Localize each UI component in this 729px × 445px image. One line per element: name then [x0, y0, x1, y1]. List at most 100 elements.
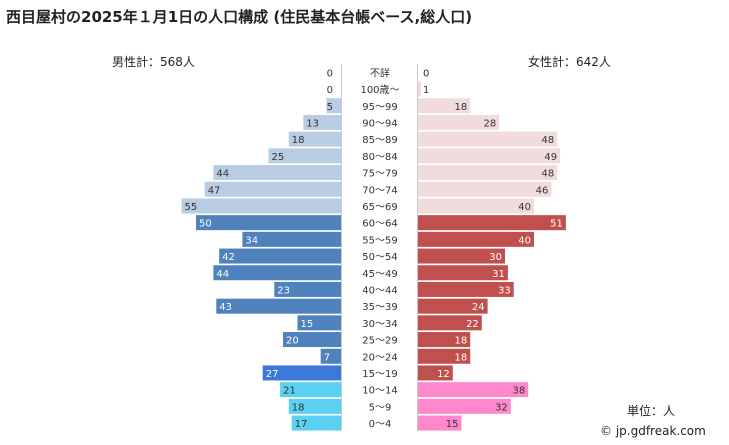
- male-value-label: 13: [306, 118, 319, 129]
- age-category-label: 90～94: [362, 118, 397, 129]
- age-category-label: 20～24: [362, 352, 397, 363]
- female-value-label: 1: [423, 85, 429, 96]
- age-category-label: 25～29: [362, 336, 397, 347]
- female-value-label: 48: [541, 135, 554, 146]
- age-category-label: 5～9: [369, 402, 392, 413]
- male-value-label: 43: [219, 302, 232, 313]
- female-value-label: 28: [483, 118, 496, 129]
- age-category-label: 30～34: [362, 319, 397, 330]
- male-value-label: 27: [266, 369, 279, 380]
- male-value-label: 44: [216, 169, 229, 180]
- female-value-label: 18: [454, 336, 467, 347]
- female-value-label: 48: [541, 169, 554, 180]
- male-value-label: 25: [272, 152, 285, 163]
- male-bar: [204, 181, 341, 197]
- female-bar: [418, 348, 471, 364]
- age-category-label: 85～89: [362, 135, 397, 146]
- female-bar: [418, 114, 500, 130]
- female-value-label: 30: [489, 252, 502, 263]
- age-category-label: 80～84: [362, 152, 397, 163]
- age-category-label: 60～64: [362, 219, 397, 230]
- male-value-label: 18: [292, 135, 305, 146]
- age-category-label: 0～4: [369, 419, 392, 430]
- male-bar: [326, 98, 341, 114]
- male-value-label: 20: [286, 336, 299, 347]
- male-bar: [274, 281, 341, 297]
- age-category-label: 45～49: [362, 269, 397, 280]
- age-category-label: 40～44: [362, 285, 397, 296]
- female-value-label: 22: [466, 319, 479, 330]
- female-bar: [418, 165, 558, 181]
- age-category-label: 35～39: [362, 302, 397, 313]
- male-value-label: 42: [222, 252, 235, 263]
- male-bar: [242, 231, 341, 247]
- female-value-label: 12: [437, 369, 450, 380]
- female-bar: [418, 332, 471, 348]
- male-value-label: 18: [292, 402, 305, 413]
- male-bar: [288, 398, 341, 414]
- male-bar: [288, 131, 341, 147]
- male-value-label: 34: [245, 235, 258, 246]
- male-total-label: 男性計：568人: [112, 55, 195, 69]
- female-value-label: 49: [544, 152, 557, 163]
- female-value-label: 18: [454, 102, 467, 113]
- male-bar: [213, 165, 341, 181]
- male-value-label: 47: [208, 185, 221, 196]
- age-category-label: 65～69: [362, 202, 397, 213]
- male-bar: [280, 382, 341, 398]
- female-bar: [418, 198, 534, 214]
- female-bar: [418, 281, 514, 297]
- male-value-label: 21: [283, 386, 296, 397]
- female-value-label: 40: [518, 202, 531, 213]
- female-value-label: 51: [550, 219, 563, 230]
- female-total-label: 女性計：642人: [528, 55, 611, 69]
- male-value-label: 7: [324, 352, 330, 363]
- male-value-label: 0: [327, 85, 333, 96]
- female-value-label: 31: [492, 269, 505, 280]
- female-bar: [418, 148, 561, 164]
- male-value-label: 55: [185, 202, 198, 213]
- male-value-label: 5: [327, 102, 333, 113]
- male-bar: [303, 114, 341, 130]
- female-bar: [418, 398, 511, 414]
- male-bar: [283, 332, 341, 348]
- male-value-label: 17: [295, 419, 308, 430]
- female-bar: [418, 265, 508, 281]
- female-bar: [418, 98, 471, 114]
- male-bar: [291, 415, 341, 431]
- female-value-label: 33: [498, 285, 511, 296]
- female-value-label: 40: [518, 235, 531, 246]
- female-bar: [418, 215, 566, 231]
- male-value-label: 44: [216, 269, 229, 280]
- female-value-label: 18: [454, 352, 467, 363]
- credit-label: © jp.gdfreak.com: [600, 424, 706, 438]
- female-bar: [418, 181, 552, 197]
- female-value-label: 38: [512, 386, 525, 397]
- age-category-label: 不詳: [370, 66, 390, 79]
- age-category-label: 15～19: [362, 369, 397, 380]
- female-bar: [418, 231, 534, 247]
- male-value-label: 23: [277, 285, 290, 296]
- male-value-label: 15: [301, 319, 314, 330]
- female-value-label: 15: [446, 419, 459, 430]
- male-bar: [297, 315, 341, 331]
- female-bar: [418, 81, 421, 97]
- male-bar: [320, 348, 341, 364]
- female-bar: [418, 298, 488, 314]
- female-bar: [418, 382, 529, 398]
- age-category-label: 95～99: [362, 102, 397, 113]
- female-bar: [418, 315, 482, 331]
- male-value-label: 0: [327, 68, 333, 79]
- female-bar: [418, 131, 558, 147]
- male-bar: [268, 148, 341, 164]
- male-value-label: 50: [199, 219, 212, 230]
- female-value-label: 24: [472, 302, 485, 313]
- female-value-label: 32: [495, 402, 508, 413]
- male-bar: [262, 365, 341, 381]
- age-category-label: 100歳～: [360, 84, 399, 96]
- age-category-label: 70～74: [362, 185, 397, 196]
- male-bar: [219, 248, 341, 264]
- male-bar: [181, 198, 341, 214]
